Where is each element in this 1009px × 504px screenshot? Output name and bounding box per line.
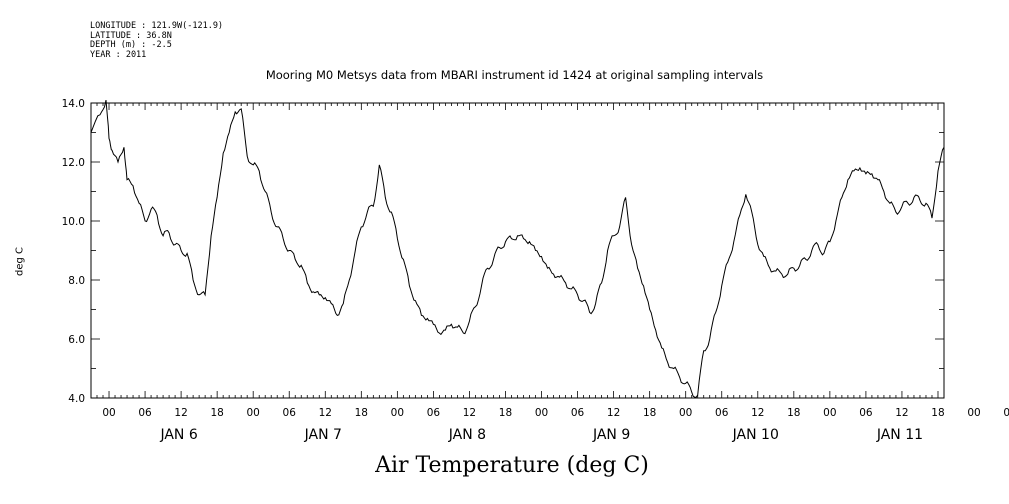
x-tick-label: 12 <box>174 407 187 419</box>
latitude-label: LATITUDE : 36.8N <box>90 30 172 41</box>
y-tick-label: 14.0 <box>62 98 85 110</box>
x-tick-label: 00 <box>823 407 836 419</box>
x-day-label: JAN 9 <box>592 427 630 443</box>
x-tick-label: 12 <box>319 407 332 419</box>
x-tick-label: 00 <box>391 407 404 419</box>
x-tick-label: 06 <box>571 407 585 419</box>
x-tick-label: 12 <box>751 407 764 419</box>
x-tick-label: 18 <box>787 407 800 419</box>
x-tick-label: 12 <box>607 407 620 419</box>
x-day-label: JAN 11 <box>876 427 923 443</box>
x-tick-label: 18 <box>355 407 368 419</box>
x-tick-label: 00 <box>247 407 260 419</box>
x-tick-label: 18 <box>499 407 512 419</box>
x-tick-label: 18 <box>210 407 223 419</box>
x-tick-label: 06 <box>715 407 729 419</box>
x-tick-label: 06 <box>138 407 152 419</box>
x-day-label: JAN 6 <box>159 427 197 443</box>
mooring-metadata: LONGITUDE : 121.9W(-121.9) LATITUDE : 36… <box>90 21 224 60</box>
x-tick-label: 18 <box>931 407 944 419</box>
plot-frame <box>90 102 945 399</box>
x-day-label: JAN 7 <box>304 427 342 443</box>
y-tick-label: 12.0 <box>62 157 85 169</box>
x-tick-label: 00 <box>967 407 980 419</box>
x-tick-label: 00 <box>102 407 115 419</box>
air-temperature-series-line <box>90 99 945 398</box>
x-axis-title: Air Temperature (deg C) <box>375 453 649 478</box>
x-tick-label: 18 <box>643 407 656 419</box>
x-tick-label: 00 <box>679 407 692 419</box>
depth-label: DEPTH (m) : -2.5 <box>90 40 172 50</box>
x-tick-label: 00 <box>535 407 548 419</box>
x-tick-label: 12 <box>463 407 476 419</box>
y-tick-label: 6.0 <box>68 334 85 346</box>
x-day-label: JAN 10 <box>732 427 779 443</box>
x-tick-label: 12 <box>895 407 908 419</box>
y-tick-label: 4.0 <box>68 393 85 405</box>
y-tick-label: 10.0 <box>62 216 85 228</box>
chart-title: Mooring M0 Metsys data from MBARI instru… <box>265 68 764 82</box>
longitude-label: LONGITUDE : 121.9W(-121.9) <box>90 21 224 31</box>
year-label: YEAR : 2011 <box>90 49 147 60</box>
y-tick-label: 8.0 <box>68 275 85 287</box>
x-day-label: JAN 8 <box>448 427 486 443</box>
x-tick-label: 06 <box>283 407 297 419</box>
x-tick-label: 06 <box>1003 407 1009 419</box>
x-tick-label: 06 <box>427 407 441 419</box>
x-tick-label: 06 <box>859 407 873 419</box>
